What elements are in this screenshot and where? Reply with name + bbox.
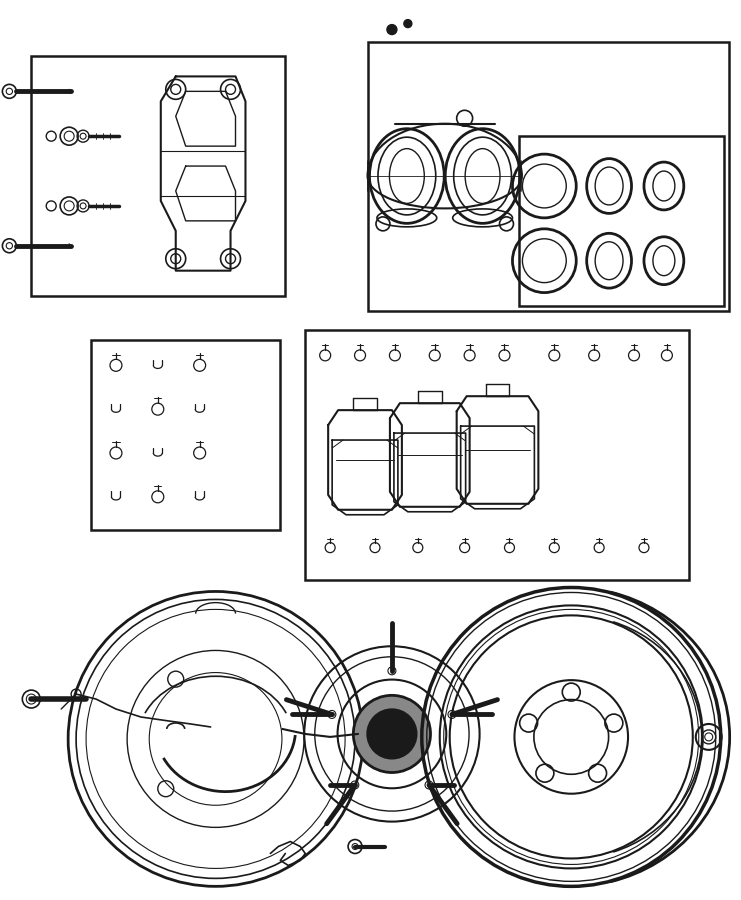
Circle shape — [387, 24, 397, 34]
Circle shape — [404, 20, 412, 28]
Bar — [305, 330, 689, 580]
Circle shape — [368, 709, 416, 759]
Bar — [368, 41, 728, 310]
Bar — [519, 136, 724, 305]
Bar — [31, 57, 285, 295]
Bar — [91, 340, 280, 530]
Circle shape — [353, 696, 431, 772]
